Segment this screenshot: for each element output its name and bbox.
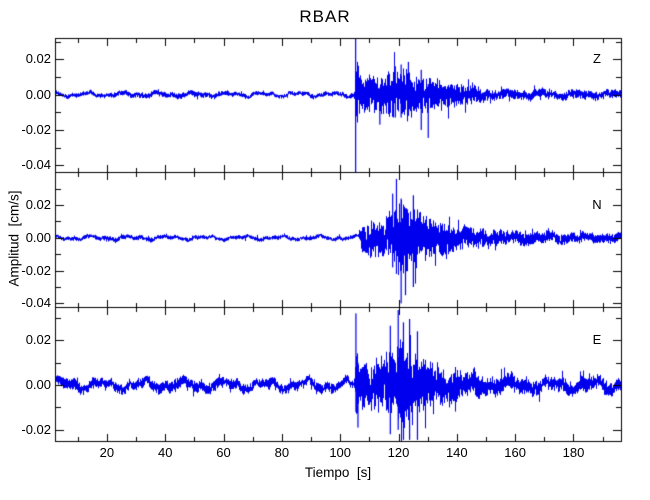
x-tick-label: 40	[157, 445, 173, 460]
y-tick-label: 0.00	[25, 377, 51, 393]
panel-label-z: Z	[593, 51, 601, 67]
x-tick-label: 140	[445, 445, 468, 460]
y-tick-label: -0.04	[21, 295, 51, 311]
x-axis-title: Tiempo [s]	[304, 465, 372, 480]
x-tick-label: 120	[387, 445, 410, 460]
y-tick-label: 0.02	[25, 51, 51, 67]
y-tick-label: -0.04	[21, 157, 51, 173]
y-tick-label: -0.02	[21, 262, 51, 278]
y-tick-label: -0.02	[21, 121, 51, 137]
y-tick-label: -0.02	[21, 421, 51, 437]
x-tick-label: 100	[329, 445, 352, 460]
y-tick-label: 0.00	[25, 86, 51, 102]
figure-title: RBAR	[299, 7, 351, 26]
y-tick-label: 0.02	[25, 332, 51, 348]
x-tick-label: 160	[504, 445, 526, 460]
y-tick-label: 0.00	[25, 229, 51, 245]
panel-label-e: E	[592, 332, 602, 348]
panel-label-n: N	[592, 197, 602, 213]
x-tick-label: 60	[216, 445, 231, 460]
x-tick-label: 20	[99, 445, 115, 460]
x-tick-label: 180	[562, 445, 585, 460]
x-tick-label: 80	[274, 445, 290, 460]
y-tick-label: 0.02	[25, 197, 51, 213]
